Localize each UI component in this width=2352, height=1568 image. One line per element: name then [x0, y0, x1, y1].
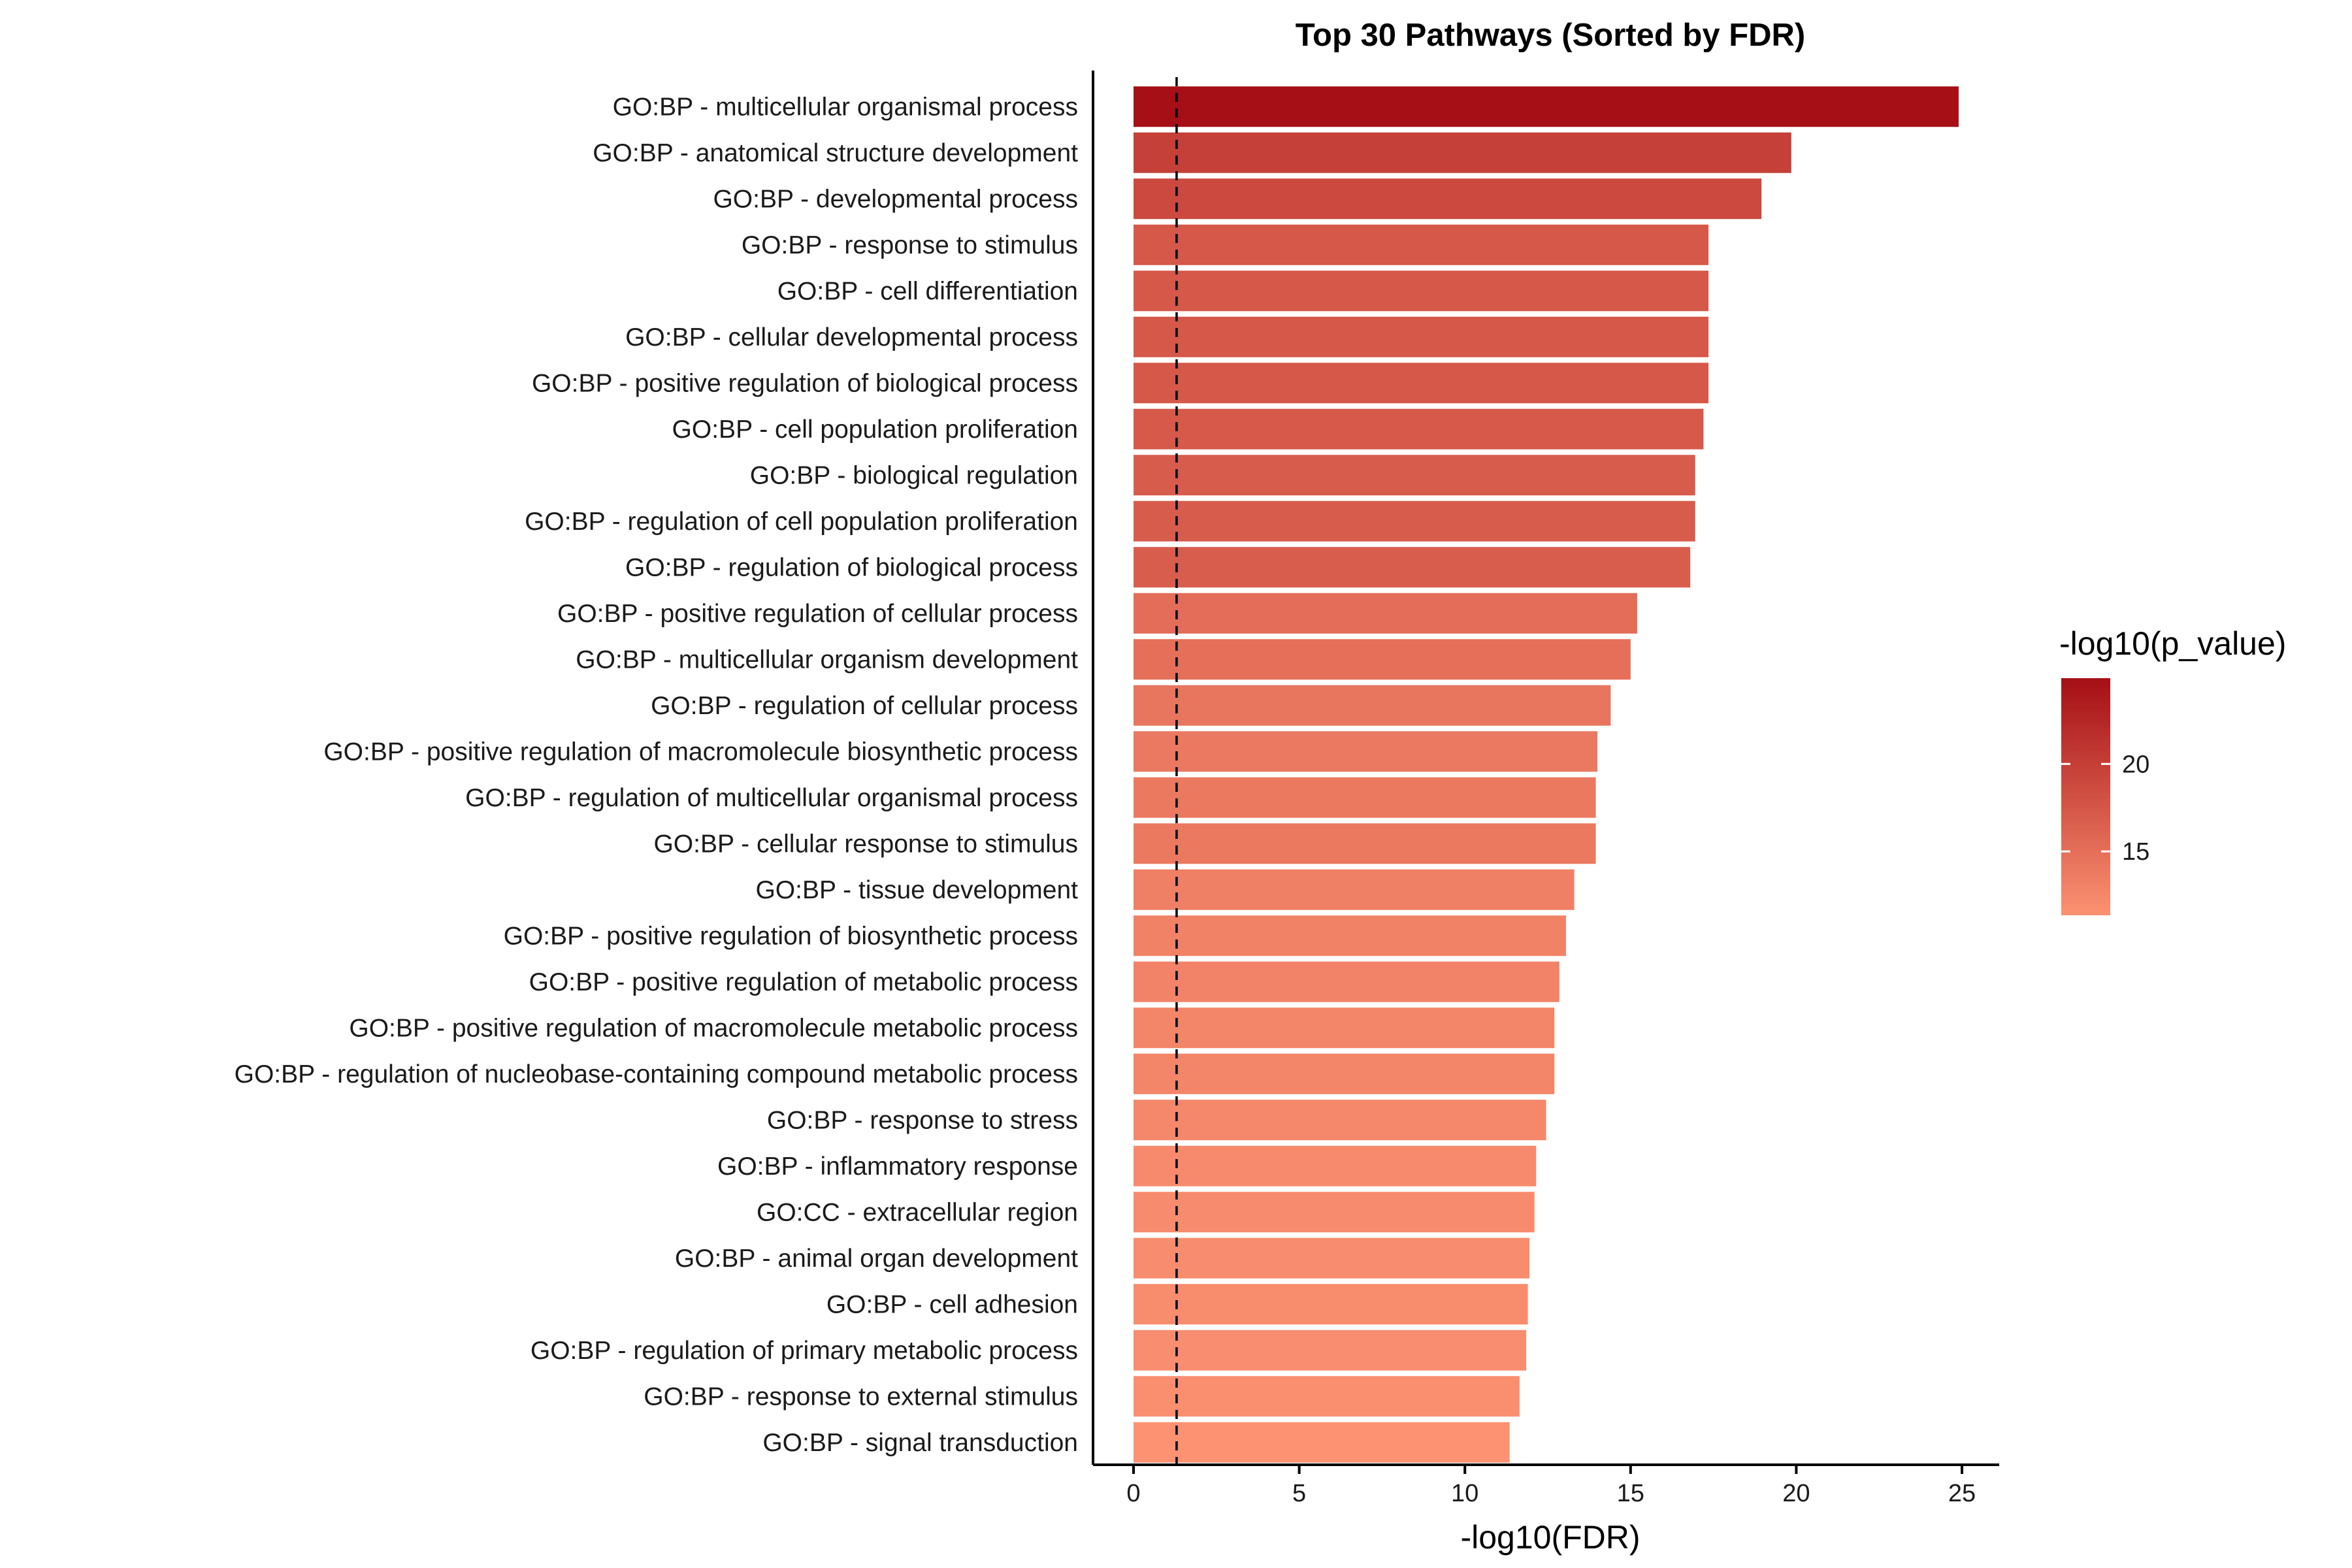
bar-17	[1134, 823, 1596, 864]
category-label-26: GO:BP - animal organ development	[675, 1245, 1078, 1273]
bar-25	[1134, 1192, 1535, 1233]
category-label-11: GO:BP - regulation of biological process	[625, 553, 1078, 581]
chart-title: Top 30 Pathways (Sorted by FDR)	[1296, 18, 1805, 53]
bar-5	[1134, 270, 1708, 312]
bar-27	[1134, 1284, 1528, 1325]
category-label-23: GO:BP - response to stress	[767, 1106, 1078, 1134]
bar-23	[1134, 1100, 1546, 1141]
bar-21	[1134, 1007, 1555, 1049]
bar-11	[1134, 547, 1691, 588]
bar-29	[1134, 1376, 1520, 1417]
category-label-12: GO:BP - positive regulation of cellular …	[557, 600, 1078, 628]
category-label-1: GO:BP - multicellular organismal process	[613, 93, 1078, 121]
category-label-29: GO:BP - response to external stimulus	[644, 1382, 1078, 1411]
bar-3	[1134, 178, 1762, 220]
category-label-10: GO:BP - regulation of cell population pr…	[525, 508, 1078, 536]
legend-tick-label-20: 20	[2122, 751, 2149, 778]
bar-1	[1134, 86, 1959, 127]
category-label-22: GO:BP - regulation of nucleobase-contain…	[235, 1060, 1078, 1088]
category-label-18: GO:BP - tissue development	[755, 876, 1078, 904]
category-label-19: GO:BP - positive regulation of biosynthe…	[504, 922, 1078, 950]
category-label-15: GO:BP - positive regulation of macromole…	[323, 738, 1078, 766]
bar-22	[1134, 1053, 1555, 1094]
bar-15	[1134, 731, 1598, 772]
category-label-24: GO:BP - inflammatory response	[717, 1152, 1078, 1181]
category-label-3: GO:BP - developmental process	[713, 185, 1078, 213]
bar-28	[1134, 1330, 1527, 1371]
bars-group	[1134, 86, 1959, 1463]
category-label-20: GO:BP - positive regulation of metabolic…	[529, 968, 1078, 996]
x-tick-label-0: 0	[1126, 1480, 1140, 1507]
bar-30	[1134, 1422, 1510, 1463]
x-tick-label-10: 10	[1451, 1480, 1478, 1507]
bar-4	[1134, 224, 1708, 265]
category-label-8: GO:BP - cell population proliferation	[672, 416, 1078, 444]
bar-12	[1134, 593, 1637, 634]
bar-7	[1134, 363, 1708, 404]
category-label-5: GO:BP - cell differentiation	[777, 277, 1078, 305]
x-axis-title: -log10(FDR)	[1460, 1519, 1640, 1556]
category-label-17: GO:BP - cellular response to stimulus	[653, 830, 1078, 858]
category-label-21: GO:BP - positive regulation of macromole…	[349, 1014, 1078, 1042]
category-label-7: GO:BP - positive regulation of biologica…	[532, 369, 1078, 397]
bar-9	[1134, 455, 1695, 496]
bar-26	[1134, 1237, 1530, 1279]
x-tick-label-15: 15	[1617, 1480, 1644, 1507]
bar-10	[1134, 500, 1695, 542]
bar-13	[1134, 639, 1631, 680]
bar-20	[1134, 961, 1560, 1002]
legend-tick-label-15: 15	[2122, 838, 2149, 866]
category-label-30: GO:BP - signal transduction	[762, 1429, 1078, 1457]
legend-colorbar	[2061, 678, 2110, 915]
x-tick-label-20: 20	[1782, 1480, 1810, 1507]
category-label-9: GO:BP - biological regulation	[750, 461, 1078, 489]
category-label-25: GO:CC - extracellular region	[757, 1198, 1078, 1226]
category-label-14: GO:BP - regulation of cellular process	[651, 692, 1078, 720]
category-label-28: GO:BP - regulation of primary metabolic …	[531, 1337, 1078, 1365]
category-labels-group: GO:BP - multicellular organismal process…	[235, 93, 1079, 1457]
category-label-4: GO:BP - response to stimulus	[742, 231, 1078, 259]
category-label-13: GO:BP - multicellular organism developme…	[576, 645, 1078, 674]
x-tick-label-25: 25	[1948, 1480, 1976, 1507]
x-ticks-group: 0 5 10 15 20 25	[1126, 1465, 1976, 1507]
x-tick-label-5: 5	[1292, 1480, 1306, 1507]
bar-6	[1134, 316, 1708, 357]
bar-24	[1134, 1145, 1537, 1186]
bar-8	[1134, 408, 1704, 449]
bar-14	[1134, 685, 1611, 726]
legend-title: -log10(p_value)	[2059, 625, 2286, 662]
category-label-2: GO:BP - anatomical structure development	[593, 139, 1078, 167]
category-label-27: GO:BP - cell adhesion	[826, 1290, 1078, 1318]
bar-19	[1134, 915, 1566, 956]
bar-2	[1134, 132, 1791, 173]
category-label-6: GO:BP - cellular developmental process	[625, 323, 1078, 351]
bar-18	[1134, 869, 1575, 910]
bar-16	[1134, 777, 1596, 818]
category-label-16: GO:BP - regulation of multicellular orga…	[465, 784, 1078, 812]
